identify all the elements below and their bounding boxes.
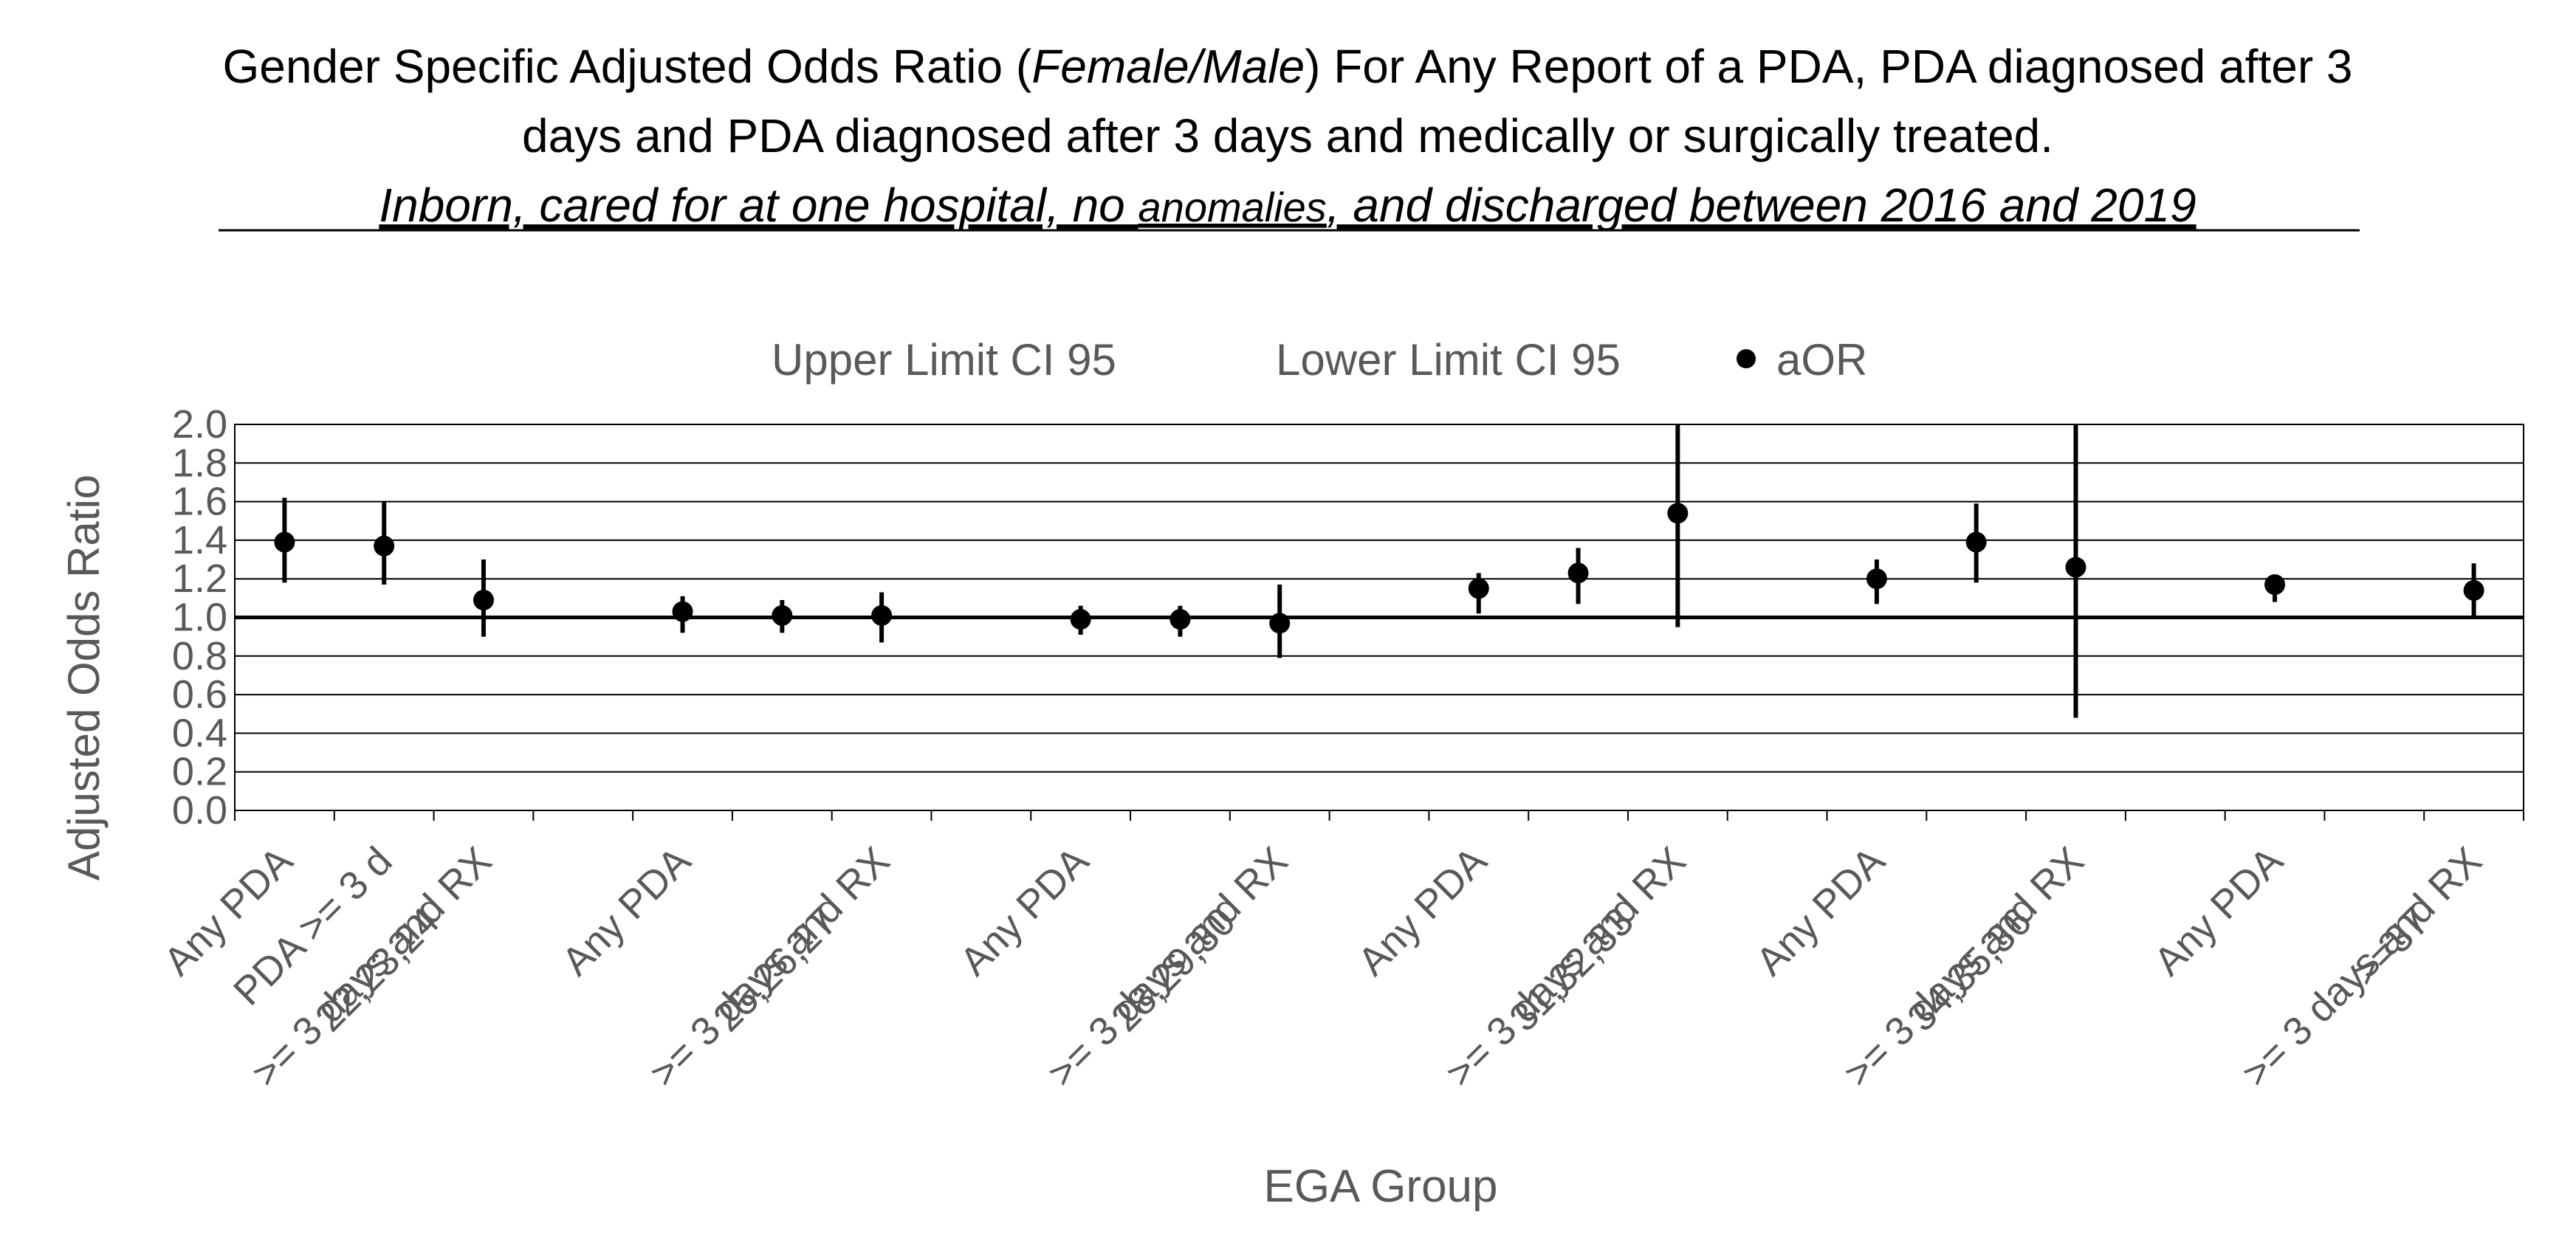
aor-point (1169, 609, 1191, 630)
aor-point (473, 589, 494, 610)
y-tick-label: 1.4 (172, 518, 227, 562)
aor-point (2463, 579, 2484, 601)
y-axis-ticks: 0.00.20.40.60.81.01.21.41.61.82.0 (172, 402, 227, 833)
y-axis-title: Adjusted Odds Ratio (59, 475, 109, 881)
title-line1-italic: Female/Male (1031, 40, 1305, 93)
y-tick-label: 1.2 (172, 557, 227, 601)
aor-point (274, 531, 295, 553)
subtitle-part-a: Inborn, cared for at one hospital, no (379, 179, 1138, 232)
x-category-label: Any PDA (1350, 838, 1495, 984)
legend-aor-marker (1737, 349, 1756, 368)
aor-point (1866, 568, 1887, 590)
legend: Upper Limit CI 95 Lower Limit CI 95 aOR (772, 335, 1867, 385)
y-tick-label: 0.6 (172, 672, 227, 717)
aor-point (772, 604, 793, 626)
subtitle-part-c: , and discharged between 2016 and 2019 (1327, 179, 2197, 232)
aor-point (672, 601, 693, 622)
legend-aor: aOR (1776, 335, 1867, 385)
x-category-label: Any PDA (554, 838, 699, 984)
aor-point (1269, 613, 1291, 634)
aor-point (1965, 531, 1987, 553)
aor-point (374, 535, 395, 557)
chart-title-line2: days and PDA diagnosed after 3 days and … (522, 109, 2053, 162)
aor-point (1667, 503, 1689, 524)
y-tick-label: 0.2 (172, 750, 227, 794)
chart-title-line1: Gender Specific Adjusted Odds Ratio (Fem… (223, 40, 2353, 93)
chart-subtitle: Inborn, cared for at one hospital, no an… (379, 179, 2196, 232)
aor-point (1567, 562, 1589, 584)
y-tick-label: 1.6 (172, 480, 227, 524)
aor-point (1468, 578, 1489, 599)
y-tick-label: 0.8 (172, 634, 227, 678)
title-line1-post: ) For Any Report of a PDA, PDA diagnosed… (1305, 40, 2352, 93)
aor-point (871, 604, 893, 626)
y-tick-label: 0.4 (172, 711, 227, 755)
x-axis-title: EGA Group (1263, 1161, 1497, 1212)
y-tick-label: 0.0 (172, 788, 227, 833)
y-tick-label: 1.0 (172, 596, 227, 640)
legend-lower-limit: Lower Limit CI 95 (1276, 335, 1621, 385)
aor-point (2065, 557, 2086, 578)
y-tick-label: 1.8 (172, 441, 227, 485)
x-category-label: Any PDA (2146, 838, 2291, 984)
gridlines (234, 424, 2524, 811)
y-tick-label: 2.0 (172, 402, 227, 447)
title-line1-pre: Gender Specific Adjusted Odds Ratio ( (223, 40, 1032, 93)
x-axis-ticks (234, 810, 2524, 821)
x-category-label: Any PDA (1748, 838, 1893, 984)
aor-point (1070, 609, 1091, 630)
aor-points (274, 503, 2484, 634)
plot-frame (234, 424, 2524, 811)
subtitle-part-b: anomalies (1138, 184, 1327, 230)
aor-point (2264, 574, 2286, 596)
legend-upper-limit: Upper Limit CI 95 (772, 335, 1116, 385)
x-category-label: Any PDA (952, 838, 1097, 984)
error-bars (282, 424, 2476, 718)
